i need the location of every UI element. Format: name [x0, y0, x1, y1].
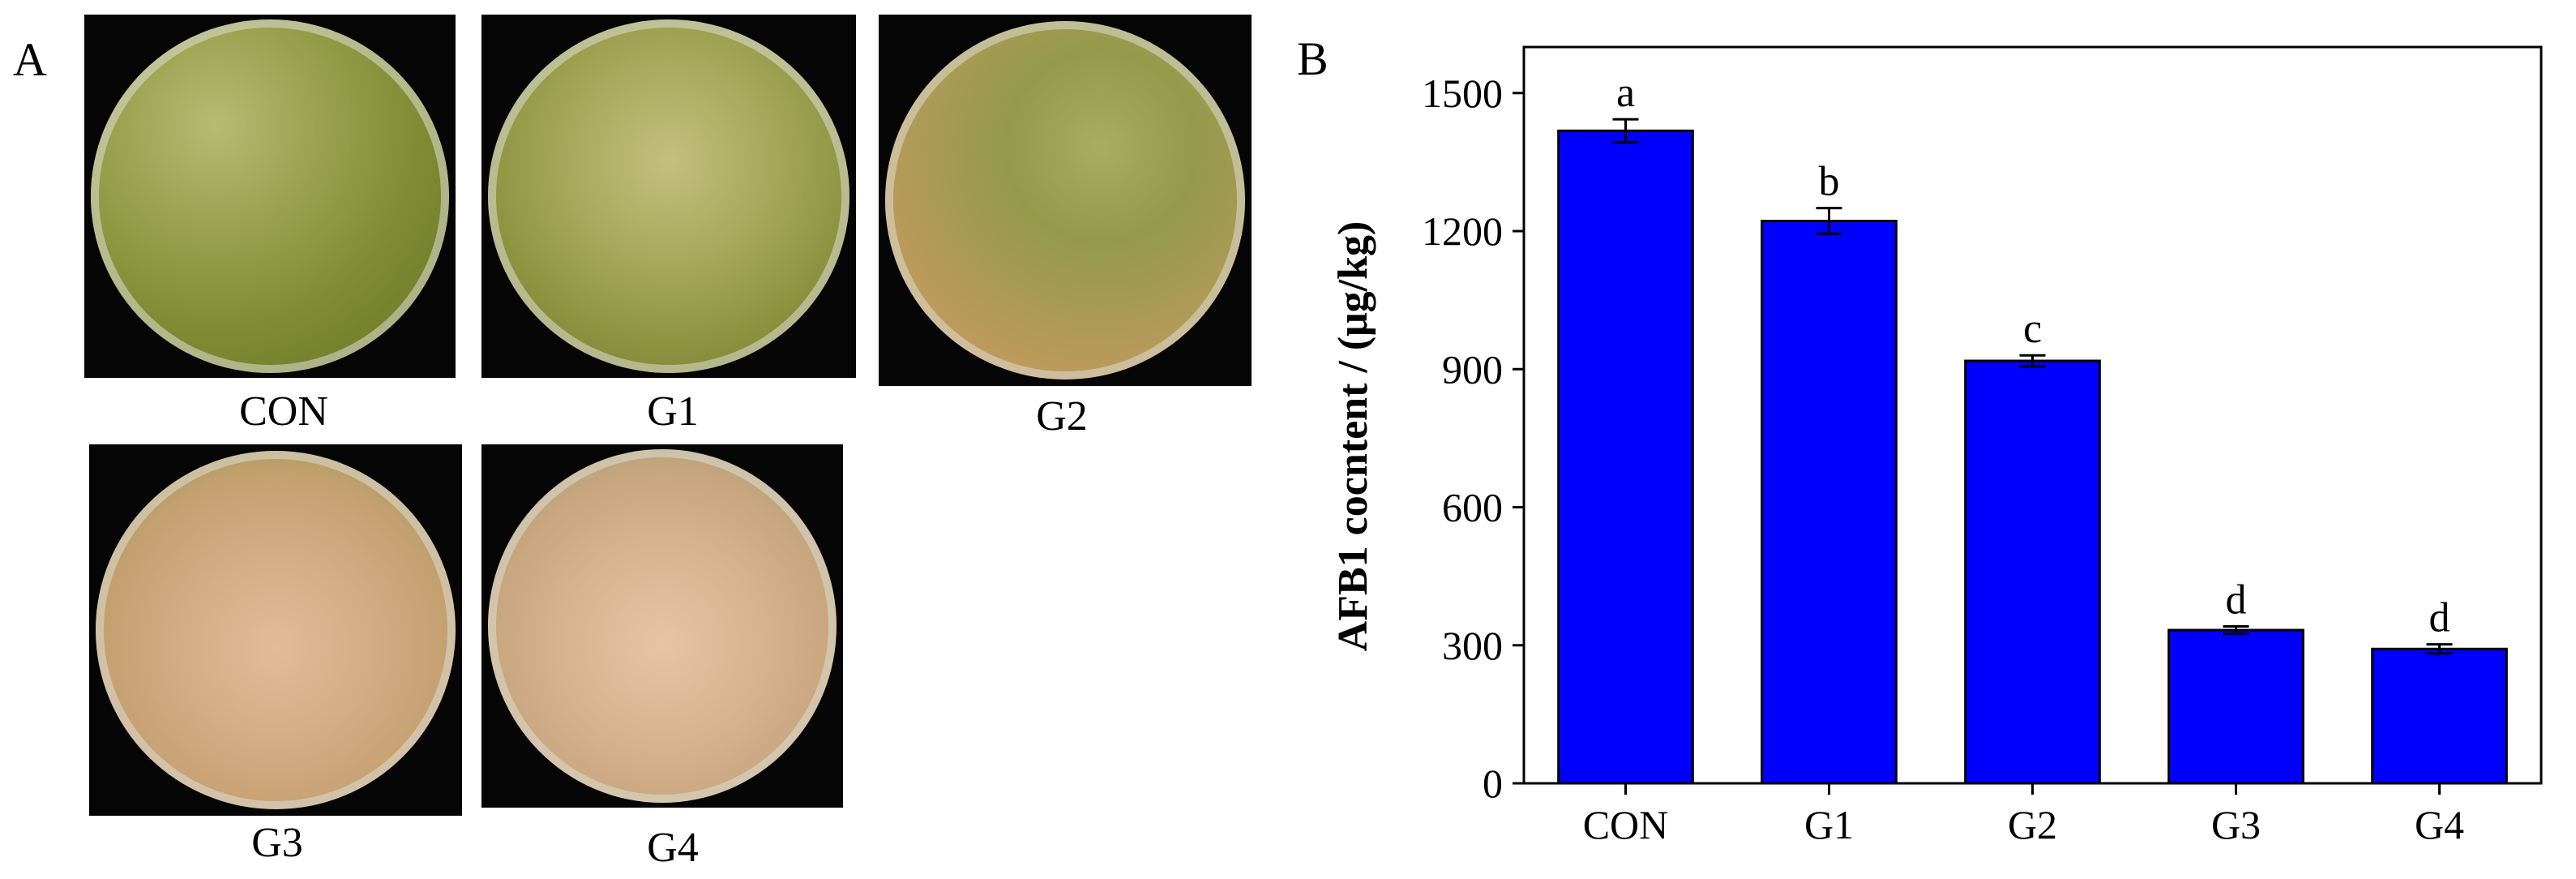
x-tick-label-g2: G2 [2008, 802, 2057, 847]
panel-b-label: B [1297, 32, 1329, 85]
petri-dish-photo-con [84, 15, 456, 378]
significance-letter-g2: c [2023, 306, 2042, 352]
bar-g3 [2167, 628, 2304, 785]
x-tick-label-g1: G1 [1804, 802, 1854, 847]
plot-frame [1522, 45, 2543, 785]
plot-area: a CON b G1 c G2 d G3 d G4 0 300 600 900 1200 1500 [1422, 45, 2543, 847]
photo-caption-g2: G2 [1036, 393, 1088, 440]
petri-dish-photo-g3 [89, 444, 462, 816]
significance-letter-con: a [1616, 70, 1635, 116]
photo-caption-g3: G3 [251, 820, 303, 866]
y-tick-label: 1500 [1422, 71, 1503, 116]
y-tick-label: 1200 [1422, 208, 1503, 254]
y-tick-label: 300 [1442, 623, 1503, 668]
bar-con [1557, 129, 1694, 785]
panel-a-label: A [13, 33, 47, 86]
photo-caption-g4: G4 [647, 825, 699, 871]
bar-g2 [1964, 359, 2101, 785]
y-axis-label: AFB1 cocntent / (μg/kg) [1330, 221, 1376, 652]
x-tick-label-con: CON [1583, 802, 1669, 847]
mold-culture [885, 21, 1245, 379]
bar-g1 [1761, 220, 1898, 785]
petri-dish-photo-g1 [481, 15, 856, 378]
mold-culture [488, 19, 849, 373]
x-tick-label-g4: G4 [2415, 802, 2464, 847]
significance-letter-g4: d [2429, 595, 2450, 641]
petri-dish-photo-g4 [481, 444, 843, 808]
photo-caption-con: CON [239, 388, 328, 435]
mold-culture [96, 451, 456, 809]
y-tick-label: 900 [1442, 346, 1503, 392]
mold-culture [488, 449, 837, 803]
y-tick-label: 0 [1483, 761, 1503, 806]
mold-culture [91, 19, 449, 373]
significance-letter-g3: d [2226, 577, 2247, 623]
significance-letter-g1: b [1819, 159, 1840, 205]
petri-dish-photo-g2 [879, 15, 1252, 386]
afb1-bar-chart: B a CON b G1 c G2 d G3 d G4 0 300 600 900 1200 1500 AFB… [1297, 32, 2543, 847]
bar-g4 [2371, 647, 2508, 785]
x-tick-label-g3: G3 [2211, 802, 2261, 847]
y-tick-label: 600 [1442, 485, 1503, 530]
photo-caption-g1: G1 [647, 388, 699, 435]
